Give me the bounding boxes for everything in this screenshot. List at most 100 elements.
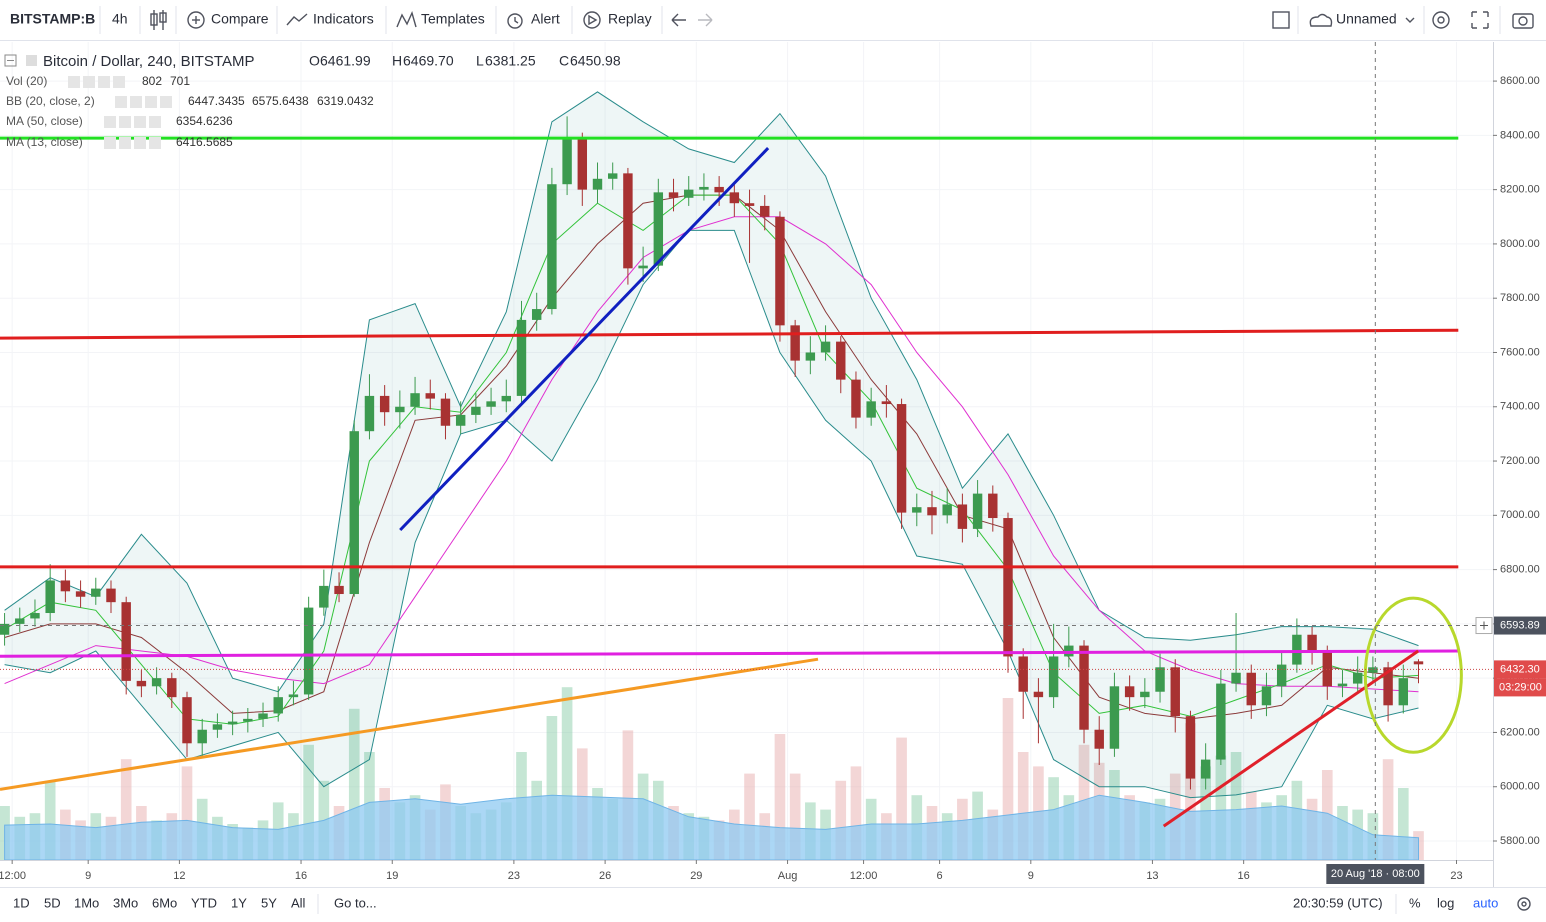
volume-bar (44, 780, 56, 860)
y-tick-label: 7000.00 (1500, 509, 1540, 521)
range-button[interactable]: 5D (44, 895, 61, 910)
symbol[interactable]: BITSTAMP:B (10, 11, 95, 27)
candle-body (775, 216, 785, 326)
range-button[interactable]: 1D (13, 895, 30, 910)
candle-body (1368, 667, 1378, 673)
range-button[interactable]: 3Mo (113, 895, 138, 910)
fullscreen-icon[interactable] (1471, 11, 1489, 29)
candle-body (699, 186, 709, 190)
candle-body (1033, 691, 1044, 698)
candle-body (1018, 656, 1028, 692)
goto-button[interactable]: Go to... (334, 895, 377, 910)
volume-bar (1382, 759, 1394, 860)
volume-bar (1397, 788, 1409, 860)
cloud-icon[interactable] (1309, 13, 1333, 27)
alert-icon[interactable] (507, 13, 523, 29)
candle-body (1383, 667, 1393, 706)
range-button[interactable]: All (291, 895, 306, 910)
percent-button[interactable]: % (1409, 895, 1421, 910)
candle-body (1048, 656, 1059, 698)
candle-body (91, 588, 101, 597)
interval[interactable]: 4h (112, 11, 128, 27)
dropdown-icon[interactable] (1405, 17, 1415, 23)
y-tick-label: 7200.00 (1500, 455, 1540, 467)
drawn-line (0, 657, 819, 791)
range-button[interactable]: 1Y (231, 895, 247, 910)
candle-body (410, 393, 420, 407)
snapshot-icon[interactable] (1512, 13, 1534, 29)
candle-body (486, 401, 496, 407)
y-tick-label: 8000.00 (1500, 238, 1540, 250)
symbol-icon (26, 55, 37, 66)
x-tick-label: 9 (85, 870, 91, 882)
settings-icon[interactable] (1432, 11, 1450, 29)
range-button[interactable]: 6Mo (152, 895, 177, 910)
candle-body (106, 588, 116, 603)
ma13-buttons[interactable] (104, 137, 161, 149)
crosshair-price-box (1494, 616, 1546, 635)
candle-body (1170, 667, 1180, 717)
candle-body (896, 404, 907, 513)
y-tick-label: 5800.00 (1500, 835, 1540, 847)
volume-bar (1185, 723, 1196, 860)
indicators-icon[interactable] (286, 13, 308, 26)
templates-icon[interactable] (396, 10, 417, 28)
compare-button[interactable]: Compare (211, 11, 269, 27)
candle-body (531, 309, 542, 320)
compare-icon[interactable] (187, 11, 205, 29)
volume-bar (1230, 752, 1242, 860)
y-tick-label: 6000.00 (1500, 781, 1540, 793)
candle-body (258, 713, 268, 719)
x-tick-label: 26 (599, 870, 611, 882)
settings-icon[interactable] (1517, 897, 1531, 911)
ma50-buttons[interactable] (104, 116, 161, 128)
candle-body (379, 395, 390, 413)
candle-body (1261, 686, 1272, 706)
range-button[interactable]: 1Mo (74, 895, 99, 910)
candle-body (1292, 634, 1302, 665)
range-button[interactable]: YTD (191, 895, 217, 910)
auto-button[interactable]: auto (1473, 895, 1498, 910)
volume-bar (546, 716, 558, 860)
ma50-label: MA (50, close) (6, 114, 83, 128)
undo-icon[interactable] (671, 13, 686, 27)
candle-body (881, 401, 892, 405)
drawn-line (1162, 649, 1420, 828)
collapse-icon[interactable] (4, 54, 17, 67)
candle-body (1094, 729, 1104, 749)
y-tick-label: 8600.00 (1500, 75, 1540, 87)
chart-type-icon[interactable] (150, 10, 167, 30)
range-button[interactable]: 5Y (261, 895, 277, 910)
templates-button[interactable]: Templates (421, 11, 485, 27)
log-button[interactable]: log (1437, 895, 1454, 910)
vol-buttons[interactable] (68, 76, 125, 88)
candle-body (805, 352, 816, 361)
replay-button[interactable]: Replay (608, 11, 652, 27)
indicators-button[interactable]: Indicators (313, 11, 374, 27)
candle-body (395, 406, 405, 413)
candle-body (349, 431, 359, 595)
candle-body (364, 395, 375, 432)
bb-buttons[interactable] (115, 96, 172, 108)
candle-body (440, 398, 451, 426)
replay-icon[interactable] (583, 11, 601, 29)
crosshair-date-box (1326, 864, 1425, 884)
candle-body (1322, 651, 1332, 687)
layout-name[interactable]: Unnamed (1336, 11, 1397, 27)
legend: Bitcoin / Dollar, 240, BITSTAMP O 6461.9… (4, 53, 621, 149)
volume-bar (1215, 755, 1227, 860)
checkbox-icon[interactable] (1272, 11, 1290, 29)
candle-body (303, 607, 314, 695)
bottom-bar: 1D 5D 1Mo 3Mo 6Mo YTD 1Y 5Y All Go to...… (0, 887, 1546, 914)
drawn-line (0, 328, 1459, 340)
bb-fill (4, 91, 1419, 798)
candle-body (1200, 759, 1211, 779)
volume-bar (303, 744, 314, 860)
candle-body (714, 186, 724, 193)
candle-body (638, 265, 648, 269)
alert-button[interactable]: Alert (531, 11, 560, 27)
countdown-box (1494, 678, 1546, 697)
redo-icon[interactable] (698, 13, 713, 27)
x-tick-label: 16 (1238, 870, 1250, 882)
